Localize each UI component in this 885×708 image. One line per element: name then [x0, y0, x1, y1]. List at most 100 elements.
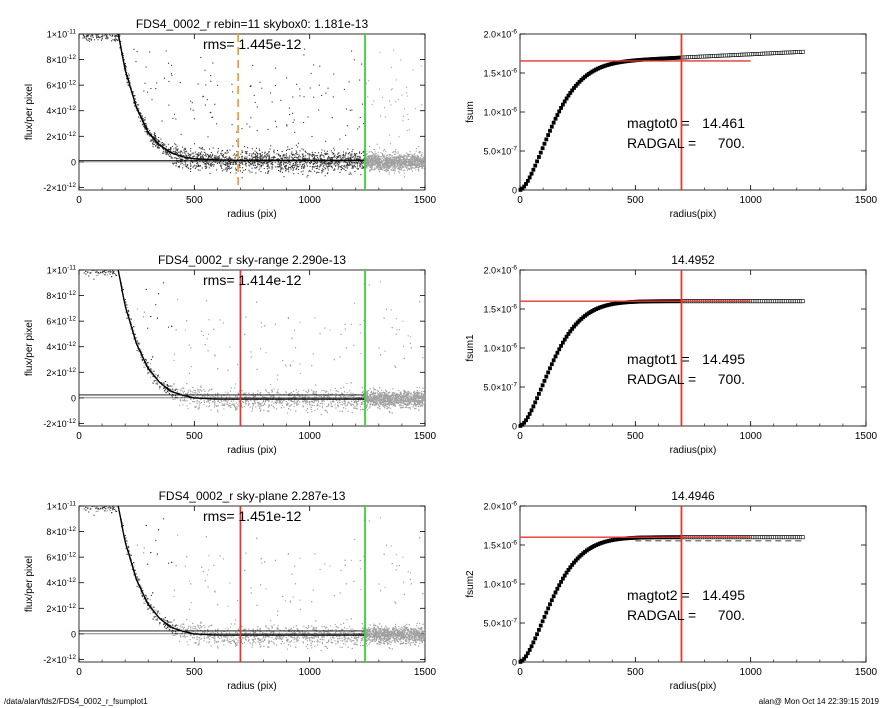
data-point	[395, 157, 398, 160]
data-point	[401, 167, 403, 169]
data-point	[319, 395, 321, 397]
data-point	[267, 153, 269, 155]
data-point	[241, 177, 243, 179]
data-point	[359, 156, 361, 158]
data-point	[217, 84, 219, 86]
data-point	[390, 166, 392, 168]
data-point	[408, 168, 411, 170]
data-point	[190, 147, 192, 150]
data-point	[408, 153, 410, 156]
data-point	[287, 159, 289, 161]
data-point	[189, 154, 192, 156]
data-point	[340, 404, 342, 406]
data-point	[147, 91, 149, 93]
data-point	[406, 167, 408, 169]
growth-point	[531, 167, 536, 172]
data-point	[308, 153, 310, 155]
data-point	[282, 154, 284, 156]
data-point	[175, 147, 177, 149]
data-point	[204, 151, 206, 153]
data-point	[319, 157, 321, 159]
data-point	[355, 157, 357, 159]
data-point	[150, 358, 152, 361]
data-point	[88, 32, 89, 33]
data-point	[147, 134, 149, 136]
data-point	[287, 317, 289, 319]
data-point	[256, 106, 258, 108]
data-point	[212, 153, 214, 155]
data-point	[174, 143, 176, 145]
data-point	[96, 206, 97, 207]
data-point	[107, 36, 109, 38]
data-point	[401, 159, 403, 161]
data-point	[395, 167, 397, 169]
data-point	[117, 34, 119, 36]
data-point	[353, 153, 356, 155]
data-point	[366, 161, 368, 163]
data-point	[306, 163, 308, 165]
data-point	[306, 158, 309, 160]
data-point	[359, 151, 361, 153]
data-point	[112, 34, 114, 35]
data-point	[233, 154, 235, 156]
data-point	[87, 35, 89, 37]
data-point	[354, 170, 356, 173]
data-point	[347, 395, 349, 398]
data-point	[355, 402, 357, 404]
data-point	[326, 173, 328, 175]
data-point	[93, 267, 94, 268]
data-point	[100, 39, 102, 41]
data-point	[243, 405, 245, 408]
data-point	[353, 165, 355, 167]
data-point	[144, 126, 146, 129]
data-point	[248, 164, 250, 166]
data-point	[97, 272, 99, 274]
data-point	[149, 376, 151, 378]
data-point	[368, 155, 370, 158]
data-point	[386, 166, 389, 168]
data-point	[349, 157, 351, 159]
data-point	[106, 34, 108, 35]
data-point	[94, 29, 95, 30]
data-point	[408, 129, 410, 131]
data-point	[114, 38, 116, 40]
data-point	[164, 144, 166, 146]
data-point	[204, 163, 206, 165]
data-point	[181, 162, 183, 164]
y-tick-label: 1.5×10-6	[483, 68, 517, 79]
data-point	[84, 37, 86, 39]
data-point	[93, 266, 94, 267]
data-point	[302, 121, 305, 124]
data-point	[221, 162, 223, 164]
data-point	[266, 161, 268, 163]
data-point	[162, 144, 164, 146]
data-point	[103, 263, 104, 264]
data-point	[409, 161, 411, 163]
data-point	[388, 160, 390, 163]
data-point	[114, 40, 116, 42]
data-point	[257, 158, 259, 161]
data-point	[413, 156, 416, 158]
data-point	[255, 147, 258, 149]
data-point	[301, 160, 303, 162]
data-point	[221, 401, 223, 403]
data-point	[158, 147, 160, 149]
data-point	[197, 165, 200, 167]
data-point	[288, 166, 290, 168]
data-point	[363, 155, 365, 157]
data-point	[388, 154, 390, 156]
data-point	[181, 158, 183, 161]
data-point	[143, 120, 145, 122]
data-point	[259, 167, 261, 169]
data-point	[158, 388, 160, 390]
data-point	[316, 155, 318, 157]
data-point	[349, 390, 351, 392]
data-point	[200, 147, 202, 149]
data-point	[306, 404, 308, 406]
data-point	[126, 77, 128, 79]
data-point	[302, 155, 304, 157]
data-point	[407, 153, 409, 156]
data-point	[258, 169, 260, 171]
data-point	[103, 35, 105, 37]
data-point	[397, 164, 399, 167]
